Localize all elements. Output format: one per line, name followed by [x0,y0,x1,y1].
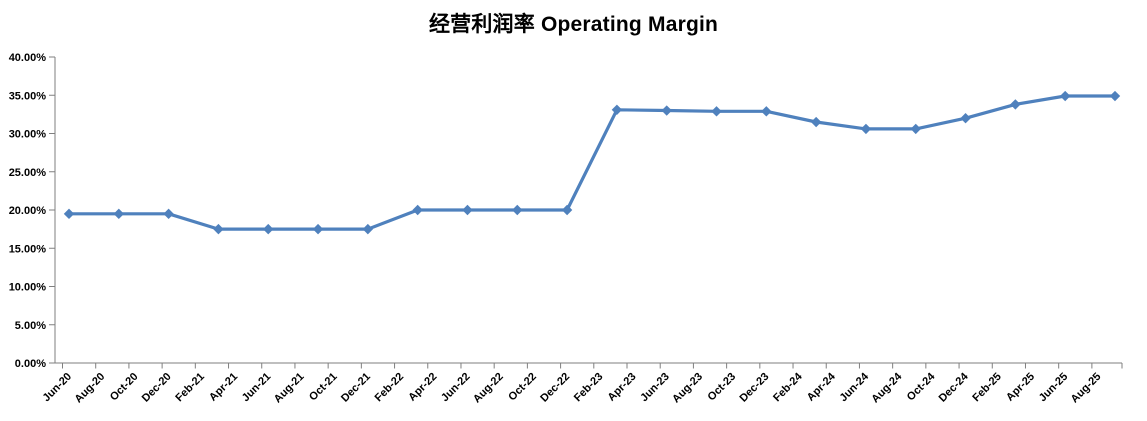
data-point-marker [362,223,374,235]
data-point-marker [960,113,971,124]
x-tick-label: Jun-24 [837,370,871,404]
data-point-marker [113,208,125,220]
data-point-marker [661,105,672,116]
data-point-marker [512,204,523,216]
data-point-marker [462,204,473,216]
data-point-marker [312,223,324,235]
x-tick-label: Jun-23 [638,371,672,405]
data-point-marker [1109,90,1121,102]
data-point-marker [561,204,573,216]
x-tick-label: Aug-21 [272,371,307,406]
data-point-marker [63,208,75,220]
x-tick-label: Feb-22 [373,371,407,405]
x-tick-label: Aug-23 [670,371,705,406]
x-tick-label: Dec-20 [140,371,174,405]
x-tick-label: Apr-23 [605,371,638,404]
x-tick-label: Apr-25 [1004,371,1037,404]
x-tick-label: Feb-24 [771,370,805,404]
x-tick-label: Feb-25 [970,371,1004,405]
x-tick-label: Jun-21 [240,371,274,405]
y-tick-label: 15.00% [9,243,47,255]
x-tick-label: Apr-21 [207,371,240,404]
data-point-marker [1010,99,1021,110]
series-line [67,94,1117,231]
y-tick-label: 0.00% [15,358,46,370]
data-point-marker [860,123,872,135]
x-tick-label: Aug-22 [471,371,506,406]
x-tick-label: Dec-22 [538,371,572,405]
data-point-marker [611,104,623,115]
chart-title: 经营利润率 Operating Margin [428,13,719,36]
x-tick-label: Oct-21 [307,371,340,404]
data-point-marker [910,123,921,135]
x-tick-label: Jun-25 [1037,371,1071,405]
y-tick-label: 30.00% [9,129,47,141]
x-tick-label: Feb-23 [572,371,606,405]
x-tick-label: Feb-21 [173,371,207,405]
data-point-marker [163,208,174,220]
y-tick-label: 40.00% [9,52,47,64]
data-point-marker [213,223,224,235]
data-point-marker [263,223,274,235]
x-tick-label: Oct-20 [108,371,141,404]
y-tick-label: 25.00% [9,167,47,179]
x-tick-label: Apr-24 [805,370,839,404]
x-tick-label: Dec-24 [937,370,972,405]
x-tick-label: Aug-20 [72,371,107,406]
data-point-marker [1059,90,1071,102]
data-point-marker [412,204,423,216]
x-tick-label: Aug-25 [1069,371,1104,406]
y-tick-label: 35.00% [9,90,47,102]
x-tick-label: Aug-24 [869,370,904,405]
x-tick-label: Jun-20 [41,371,75,405]
y-tick-label: 5.00% [15,320,46,332]
y-tick-label: 20.00% [9,205,47,217]
x-tick-label: Oct-22 [506,371,539,404]
x-tick-label: Dec-23 [737,371,771,405]
data-point-marker [761,106,772,117]
x-tick-label: Apr-22 [406,371,439,404]
data-point-marker [810,116,822,128]
x-tick-label: Dec-21 [339,371,373,405]
y-tick-label: 10.00% [9,282,47,294]
x-tick-label: Oct-23 [706,371,739,404]
x-tick-label: Jun-22 [439,371,473,405]
data-point-marker [711,106,722,117]
x-tick-label: Oct-24 [905,370,938,403]
